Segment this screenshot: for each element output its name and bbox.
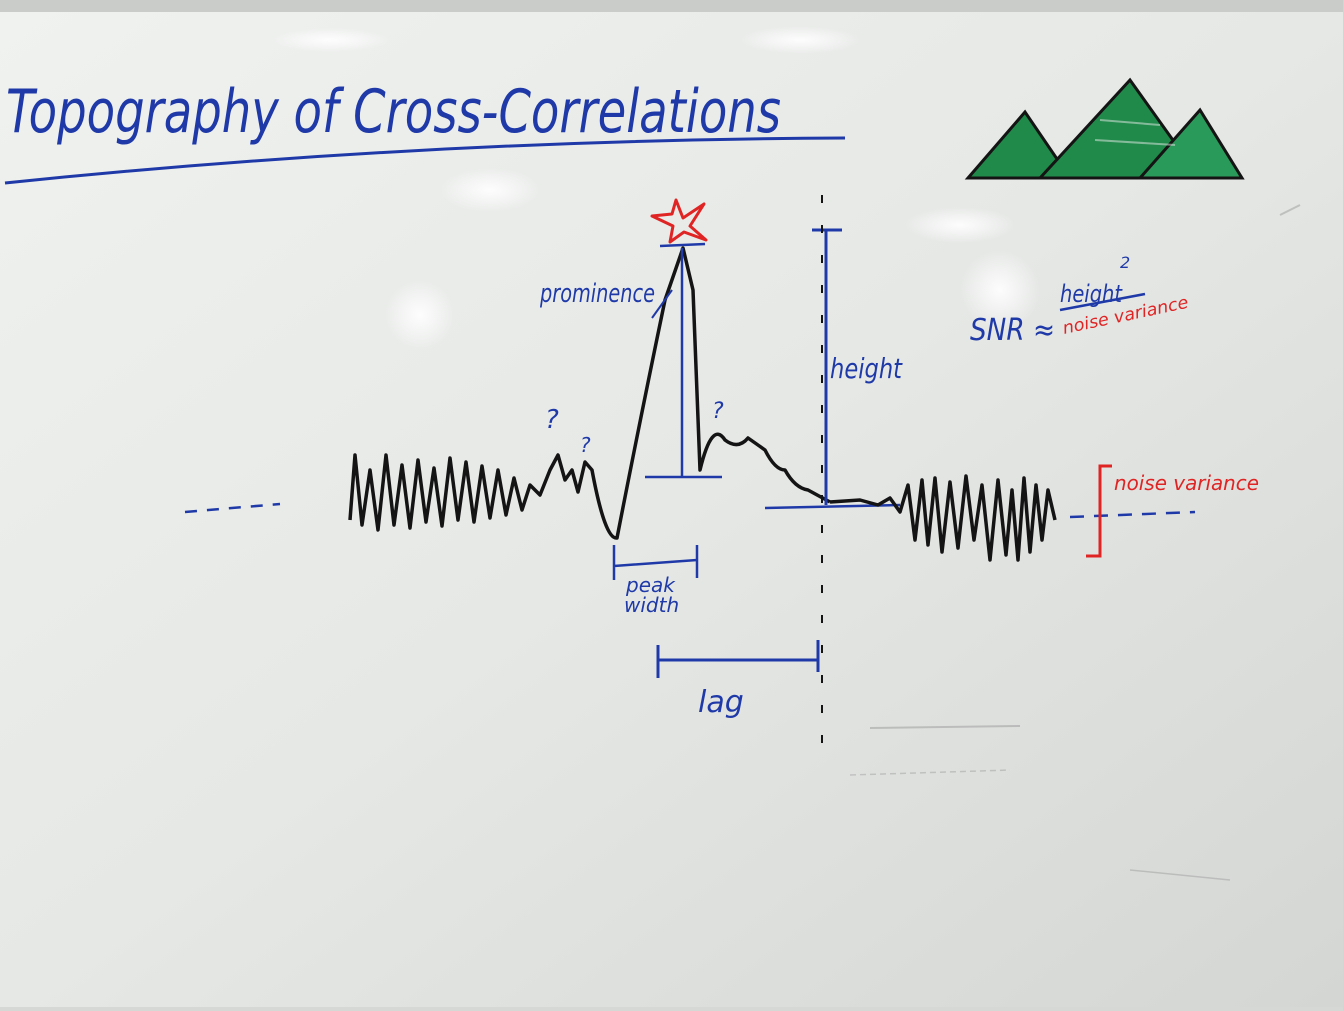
prominence-label: prominence (539, 279, 655, 309)
snr-fraction-bar (1059, 292, 1146, 312)
question-mark-3: ? (712, 399, 724, 424)
title-underline (4, 136, 846, 185)
prominence-pointer (651, 289, 673, 319)
board-title: Topography of Cross-Correlations (6, 77, 781, 147)
smudges (849, 204, 1301, 881)
board-top-frame (0, 0, 1343, 12)
peak-width-label-line1: peak (625, 573, 676, 597)
question-mark-1: ? (545, 405, 559, 435)
baseline-right-dashed (1069, 510, 1196, 519)
peak-width-label-line2: width (624, 593, 679, 617)
snr-exponent: 2 (1120, 253, 1130, 272)
question-mark-2: ? (580, 433, 591, 457)
peak-width-bracket (612, 545, 699, 580)
snr-lhs: SNR ≈ (970, 313, 1055, 348)
star-icon (650, 198, 708, 244)
correlation-curve (348, 246, 831, 540)
height-label: height (830, 352, 903, 385)
noise-variance-label: noise variance (1114, 471, 1259, 495)
light-reflections (270, 26, 1040, 350)
baseline-left-dashed (184, 502, 281, 514)
correlation-curve-noise-right (829, 474, 1057, 562)
lag-bracket (656, 640, 820, 678)
peak-cap (659, 242, 706, 248)
lag-label: lag (698, 685, 744, 720)
mountains-icon (964, 77, 1245, 180)
height-bracket (812, 228, 842, 505)
noise-variance-bracket (1086, 464, 1112, 558)
